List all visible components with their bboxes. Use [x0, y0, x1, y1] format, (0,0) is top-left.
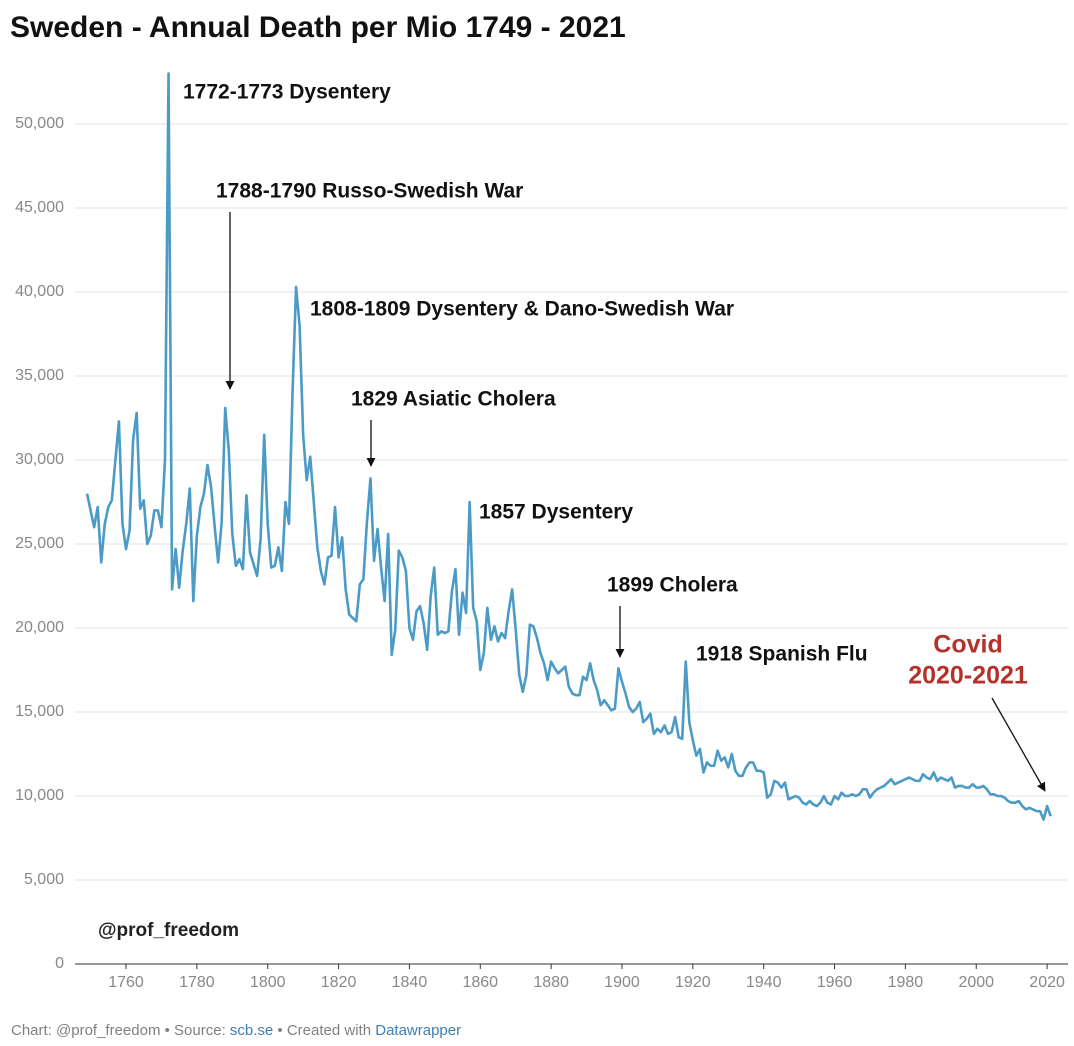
- x-tick-label: 1920: [675, 974, 711, 991]
- y-tick-label: 30,000: [15, 451, 64, 468]
- y-tick-label: 25,000: [15, 535, 64, 552]
- x-tick-label: 1860: [462, 974, 498, 991]
- x-tick-label: 1840: [392, 974, 428, 991]
- annotation-arrow: [991, 697, 1046, 792]
- chart: Sweden - Annual Death per Mio 1749 - 202…: [10, 11, 1068, 991]
- x-tick-label: 1900: [604, 974, 640, 991]
- annotation: 1918 Spanish Flu: [696, 643, 868, 666]
- x-tick-label: 1780: [179, 974, 215, 991]
- x-tick-label: 2020: [1029, 974, 1065, 991]
- y-tick-label: 50,000: [15, 115, 64, 132]
- footer: Chart: @prof_freedom • Source: scb.se • …: [11, 1022, 461, 1039]
- y-tick-label: 35,000: [15, 367, 64, 384]
- x-tick-label: 1800: [250, 974, 286, 991]
- x-tick-label: 1820: [321, 974, 357, 991]
- annotation: 1788-1790 Russo-Swedish War: [216, 180, 523, 203]
- x-tick-label: 1940: [746, 974, 782, 991]
- annotation: 1899 Cholera: [607, 574, 738, 597]
- annotation: 1829 Asiatic Cholera: [351, 388, 556, 411]
- chart-title: Sweden - Annual Death per Mio 1749 - 202…: [10, 11, 626, 44]
- source-link[interactable]: scb.se: [229, 1022, 274, 1039]
- footer-text: • Created with: [273, 1022, 376, 1039]
- x-tick-label: 1980: [888, 974, 924, 991]
- y-tick-label: 15,000: [15, 703, 64, 720]
- y-tick-label: 5,000: [24, 871, 64, 888]
- y-tick-label: 20,000: [15, 619, 64, 636]
- x-tick-label: 1960: [817, 974, 853, 991]
- tool-link[interactable]: Datawrapper: [375, 1022, 462, 1039]
- annotation: 1857 Dysentery: [479, 501, 633, 524]
- annotation: Covid: [933, 631, 1002, 659]
- annotation: 1772-1773 Dysentery: [183, 81, 391, 104]
- x-tick-label: 1760: [108, 974, 144, 991]
- annotation: 1808-1809 Dysentery & Dano-Swedish War: [310, 298, 734, 321]
- page: Sweden - Annual Death per Mio 1749 - 202…: [10, 10, 1068, 1039]
- x-tick-label: 1880: [533, 974, 569, 991]
- watermark: @prof_freedom: [98, 920, 239, 941]
- annotation: 2020-2021: [908, 662, 1028, 690]
- y-tick-label: 40,000: [15, 283, 64, 300]
- y-tick-label: 0: [55, 955, 64, 972]
- y-tick-label: 45,000: [15, 199, 64, 216]
- x-tick-label: 2000: [958, 974, 994, 991]
- footer-text: Chart: @prof_freedom • Source:: [11, 1022, 230, 1039]
- y-tick-label: 10,000: [15, 787, 64, 804]
- data-line: [85, 72, 1052, 821]
